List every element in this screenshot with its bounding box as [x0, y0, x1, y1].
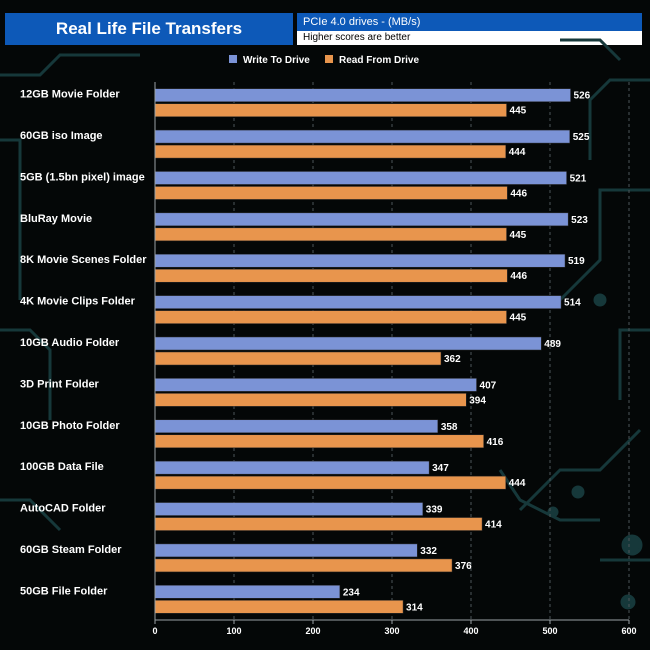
category-labels: 12GB Movie Folder 60GB iso Image 5GB (1.5b…: [20, 89, 147, 598]
chart-note: Higher scores are better: [297, 31, 642, 45]
value-label: 362: [444, 354, 461, 365]
circuit-decoration: [0, 38, 650, 610]
value-label: 519: [568, 256, 585, 267]
bar-write: [154, 336, 542, 351]
bar-write: [154, 129, 570, 144]
legend-swatch-read: [325, 55, 333, 63]
bar-read: [154, 475, 507, 490]
category-label: 3D Print Folder: [20, 378, 100, 390]
value-label: 416: [487, 437, 504, 448]
category-label: 100GB Data File: [20, 461, 104, 473]
bar-read: [154, 227, 507, 242]
bar-write: [154, 212, 569, 227]
value-label: 445: [510, 313, 527, 324]
value-label: 234: [343, 587, 360, 598]
value-label: 376: [455, 561, 472, 572]
category-label: 60GB iso Image: [20, 130, 103, 142]
value-label: 358: [441, 422, 458, 433]
bar-read: [154, 393, 467, 407]
x-axis-ticks: 0 100 200 300 400 500 600: [152, 620, 637, 636]
value-label: 332: [420, 546, 437, 557]
value-labels: 526 445 525 444 521 446 523 445 519 446 514 445 489 3…: [343, 91, 591, 614]
bar-read: [154, 103, 507, 117]
bar-read: [154, 310, 507, 324]
tick-label: 200: [305, 626, 320, 636]
tick-label: 400: [463, 626, 478, 636]
bar-write: [154, 460, 430, 475]
bar-write: [154, 378, 477, 392]
value-label: 444: [509, 478, 526, 489]
tick-label: 0: [152, 626, 157, 636]
value-label: 394: [469, 395, 486, 406]
bar-write: [154, 502, 424, 516]
category-label: AutoCAD Folder: [20, 503, 106, 515]
tick-label: 300: [384, 626, 399, 636]
legend-label-read: Read From Drive: [339, 55, 419, 66]
value-label: 521: [570, 173, 587, 184]
category-label: 10GB Photo Folder: [20, 420, 120, 432]
bar-write: [154, 253, 566, 268]
category-label: BluRay Movie: [20, 213, 92, 225]
value-label: 489: [544, 339, 561, 350]
chart-subtitle: PCIe 4.0 drives - (MB/s): [297, 13, 642, 31]
value-label: 339: [426, 505, 443, 516]
bar-read: [154, 351, 442, 366]
tick-label: 500: [542, 626, 557, 636]
value-label: 445: [510, 106, 527, 117]
category-label: 4K Movie Clips Folder: [20, 296, 136, 308]
bar-write: [154, 419, 439, 434]
value-label: 445: [510, 230, 527, 241]
value-label: 514: [564, 298, 581, 309]
bars: [154, 88, 571, 614]
bar-write: [154, 585, 341, 599]
value-label: 523: [571, 215, 588, 226]
value-label: 444: [509, 147, 526, 158]
category-label: 60GB Steam Folder: [20, 544, 122, 556]
value-label: 314: [406, 602, 423, 613]
legend-swatch-write: [229, 55, 237, 63]
bar-read: [154, 434, 484, 449]
category-label: 10GB Audio Folder: [20, 337, 120, 349]
category-label: 50GB File Folder: [20, 585, 108, 597]
category-label: 12GB Movie Folder: [20, 89, 120, 101]
chart-title: Real Life File Transfers: [5, 13, 293, 45]
value-label: 407: [480, 380, 497, 391]
value-label: 446: [510, 271, 527, 282]
legend: Write To Drive Read From Drive: [229, 55, 419, 66]
bar-read: [154, 600, 404, 614]
value-label: 446: [510, 188, 527, 199]
bar-write: [154, 295, 562, 309]
category-label: 8K Movie Scenes Folder: [20, 254, 147, 266]
bar-read: [154, 144, 507, 159]
tick-label: 600: [621, 626, 636, 636]
bar-read: [154, 186, 508, 200]
value-label: 414: [485, 520, 502, 531]
category-label: 5GB (1.5bn pixel) image: [20, 171, 145, 183]
value-label: 525: [573, 132, 590, 143]
bar-write: [154, 543, 418, 558]
bar-write: [154, 88, 571, 102]
tick-label: 100: [226, 626, 241, 636]
gridlines: [233, 82, 630, 620]
value-label: 526: [574, 91, 591, 102]
value-label: 347: [432, 463, 449, 474]
legend-label-write: Write To Drive: [243, 55, 310, 66]
bar-read: [154, 268, 508, 283]
bar-read: [154, 517, 483, 531]
bar-read: [154, 558, 453, 573]
bar-write: [154, 171, 567, 185]
